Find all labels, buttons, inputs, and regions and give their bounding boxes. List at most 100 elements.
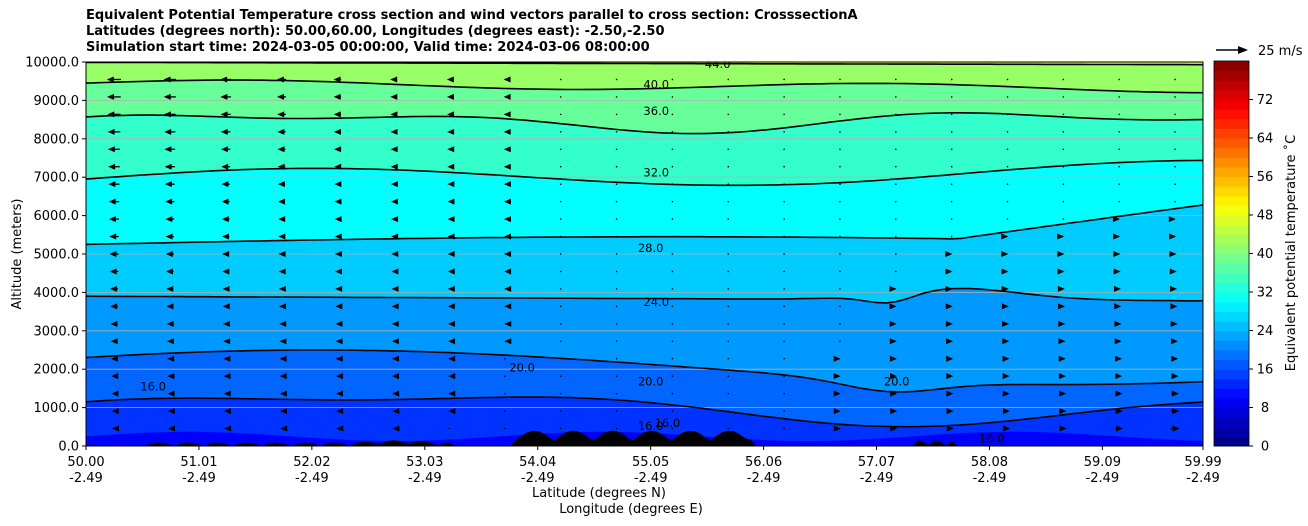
wind-vector (1174, 78, 1176, 81)
wind-vector (280, 425, 288, 432)
wind-vector (222, 251, 230, 257)
wind-vector (447, 233, 455, 240)
wind-vector (783, 165, 785, 168)
wind-vector (1118, 165, 1121, 168)
wind-vector (1169, 251, 1177, 257)
wind-vector (1118, 113, 1121, 116)
x-tick-label-lat-5: 55.05 (632, 455, 669, 470)
wind-vector (278, 233, 286, 240)
wind-vector (839, 305, 841, 308)
colorbar-segment (1214, 89, 1249, 100)
wind-vector (946, 408, 954, 415)
wind-vector (279, 355, 287, 362)
wind-vector (671, 218, 674, 220)
wind-vector (1002, 338, 1010, 345)
contour-line-32 (86, 159, 1203, 187)
wind-vector (504, 357, 506, 360)
wind-vector (448, 355, 456, 362)
wind-vector (1062, 78, 1065, 81)
wind-vector (895, 113, 897, 116)
wind-vector (615, 148, 618, 151)
wind-vector (945, 251, 953, 257)
colorbar-segment (1214, 369, 1249, 380)
wind-vector (889, 355, 897, 362)
colorbar-segment (1214, 118, 1249, 129)
wind-vector (1002, 355, 1010, 362)
wind-vector (559, 270, 562, 273)
wind-vector (335, 268, 343, 275)
colorbar-segment (1214, 301, 1249, 312)
colorbar-segment (1214, 234, 1249, 245)
wind-vector (1006, 148, 1009, 151)
y-tick-label-2: 2000.0 (34, 363, 80, 378)
wind-vector (167, 408, 175, 415)
contour-label-2: 36.0 (643, 104, 669, 118)
wind-vector (783, 305, 785, 308)
wind-vector (1170, 320, 1178, 327)
wind-vector (889, 303, 897, 310)
wind-vector (1058, 303, 1066, 310)
wind-vector (167, 390, 175, 397)
wind-vector (839, 253, 841, 255)
wind-vector (336, 390, 344, 397)
wind-vector (503, 163, 511, 170)
wind-vector (1114, 355, 1122, 362)
wind-vector (727, 113, 730, 116)
wind-vector (671, 183, 674, 185)
wind-vector (895, 96, 897, 98)
wind-vector (279, 303, 287, 310)
wind-vector (946, 355, 954, 362)
wind-vector (220, 111, 231, 118)
wind-vector (727, 218, 730, 220)
wind-vector (448, 427, 450, 430)
colorbar-tick-label-6: 48 (1257, 209, 1274, 224)
wind-vector (223, 338, 231, 345)
contour-line-28 (86, 204, 1203, 246)
wind-vector (950, 148, 953, 151)
wind-vector (727, 270, 730, 273)
wind-vector (1001, 285, 1009, 292)
wind-vector (615, 270, 618, 273)
wind-vector (950, 235, 953, 238)
wind-vector (615, 218, 618, 220)
colorbar-segment (1214, 224, 1249, 235)
wind-vector (390, 198, 398, 205)
wind-vector (1058, 355, 1066, 362)
colorbar-segment (1214, 61, 1249, 72)
x-tick-label-lat-4: 54.04 (519, 455, 556, 470)
y-tick-label-1: 1000.0 (34, 401, 80, 416)
wind-vector (1062, 131, 1065, 133)
wind-vector (108, 181, 120, 188)
colorbar-segment (1214, 397, 1249, 408)
wind-vector (1002, 390, 1010, 397)
wind-vector (615, 427, 618, 430)
wind-vector (671, 200, 674, 203)
x-tick-label-lon-10: -2.49 (1186, 471, 1220, 486)
wind-vector (107, 146, 121, 153)
x-axis: 50.00-2.4951.01-2.4952.02-2.4953.03-2.49… (67, 446, 1222, 486)
wind-vector (335, 320, 343, 327)
wind-vector (278, 251, 286, 257)
wind-vector (1006, 218, 1009, 220)
wind-vector (671, 78, 674, 81)
wind-vector (222, 320, 230, 327)
wind-vector (391, 285, 399, 292)
wind-vector (1113, 251, 1121, 257)
wind-vector (839, 235, 841, 238)
wind-vector (615, 357, 618, 360)
colorbar-segment (1214, 311, 1249, 322)
wind-vector (447, 111, 455, 118)
wind-vector (615, 288, 618, 290)
wind-vector (447, 198, 455, 205)
x-tick-label-lon-8: -2.49 (973, 471, 1007, 486)
y-tick-label-3: 3000.0 (34, 324, 80, 339)
wind-vector (895, 235, 897, 238)
wind-vector (278, 198, 286, 205)
wind-vector (447, 128, 455, 135)
wind-vector (946, 373, 954, 380)
wind-vector (109, 251, 119, 257)
wind-vector (1170, 425, 1180, 432)
x-tick-label-lon-1: -2.49 (182, 471, 216, 486)
wind-vector (277, 128, 286, 135)
wind-vector (110, 320, 118, 327)
